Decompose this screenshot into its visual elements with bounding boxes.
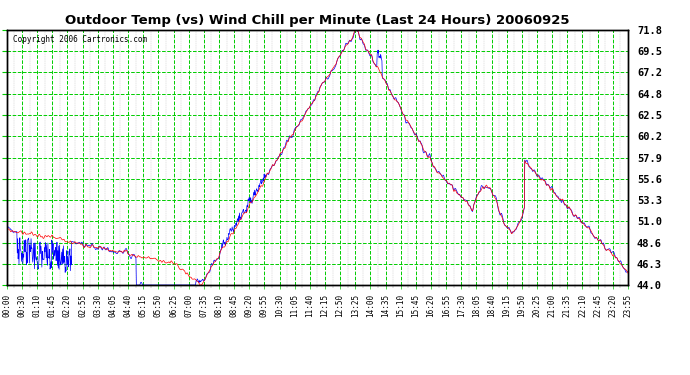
Title: Outdoor Temp (vs) Wind Chill per Minute (Last 24 Hours) 20060925: Outdoor Temp (vs) Wind Chill per Minute … [65, 15, 570, 27]
Text: Copyright 2006 Cartronics.com: Copyright 2006 Cartronics.com [13, 35, 147, 44]
